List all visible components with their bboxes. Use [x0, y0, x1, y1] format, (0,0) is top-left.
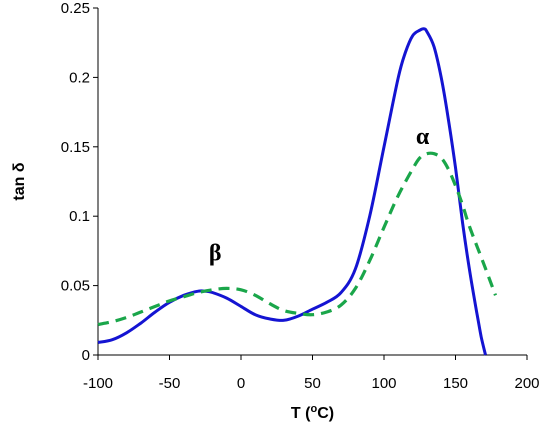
x-tick-label: 50 [304, 375, 321, 392]
y-tick-label: 0.25 [61, 0, 90, 17]
annotation-label: β [209, 241, 222, 267]
x-tick-label: -100 [83, 375, 113, 392]
x-tick-label: 150 [443, 375, 468, 392]
y-tick-label: 0.15 [61, 139, 90, 156]
x-ticks: -100 -50 0 50 100 150 200 [83, 355, 540, 392]
x-tick-label: 100 [371, 375, 396, 392]
x-tick-label: -50 [159, 375, 181, 392]
y-ticks: 0 0.05 0.1 0.15 0.2 0.25 [61, 0, 98, 364]
annotation-label: α [416, 124, 430, 150]
x-axis-title: T (oC) [291, 403, 334, 422]
y-tick-label: 0.1 [69, 208, 90, 225]
y-tick-label: 0 [82, 347, 90, 364]
x-tick-label: 0 [237, 375, 245, 392]
series-group [97, 27, 497, 356]
y-axis-title: tan δ [11, 162, 28, 200]
plot-area: -100 -50 0 50 100 150 200 00.050.10.150.20.25 … [61, 0, 540, 392]
x-tick-label: 200 [514, 375, 539, 392]
annotations: βα [209, 124, 430, 267]
y-tick-label: 0.05 [61, 278, 90, 295]
y-tick-label: 0.2 [69, 69, 90, 86]
series-line-dashed [97, 151, 497, 327]
